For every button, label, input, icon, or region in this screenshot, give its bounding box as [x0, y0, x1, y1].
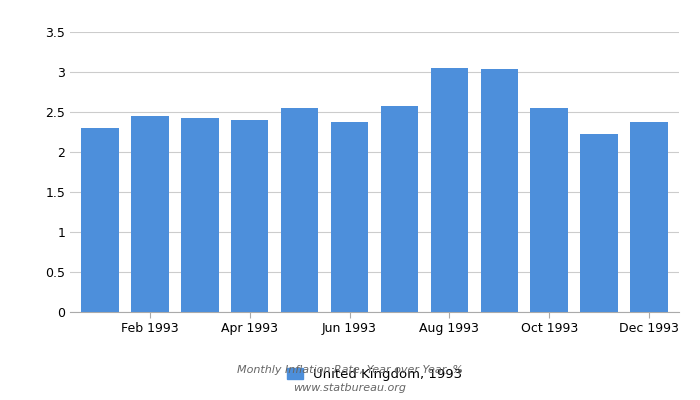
- Bar: [531, 108, 568, 312]
- Bar: [81, 128, 119, 312]
- Bar: [331, 122, 368, 312]
- Bar: [131, 116, 169, 312]
- Bar: [381, 106, 418, 312]
- Bar: [430, 68, 468, 312]
- Bar: [281, 108, 318, 312]
- Bar: [231, 120, 268, 312]
- Text: Monthly Inflation Rate, Year over Year, %: Monthly Inflation Rate, Year over Year, …: [237, 365, 463, 375]
- Bar: [481, 69, 518, 312]
- Bar: [630, 122, 668, 312]
- Text: www.statbureau.org: www.statbureau.org: [293, 383, 407, 393]
- Bar: [181, 118, 218, 312]
- Legend: United Kingdom, 1993: United Kingdom, 1993: [281, 362, 468, 386]
- Bar: [580, 134, 618, 312]
